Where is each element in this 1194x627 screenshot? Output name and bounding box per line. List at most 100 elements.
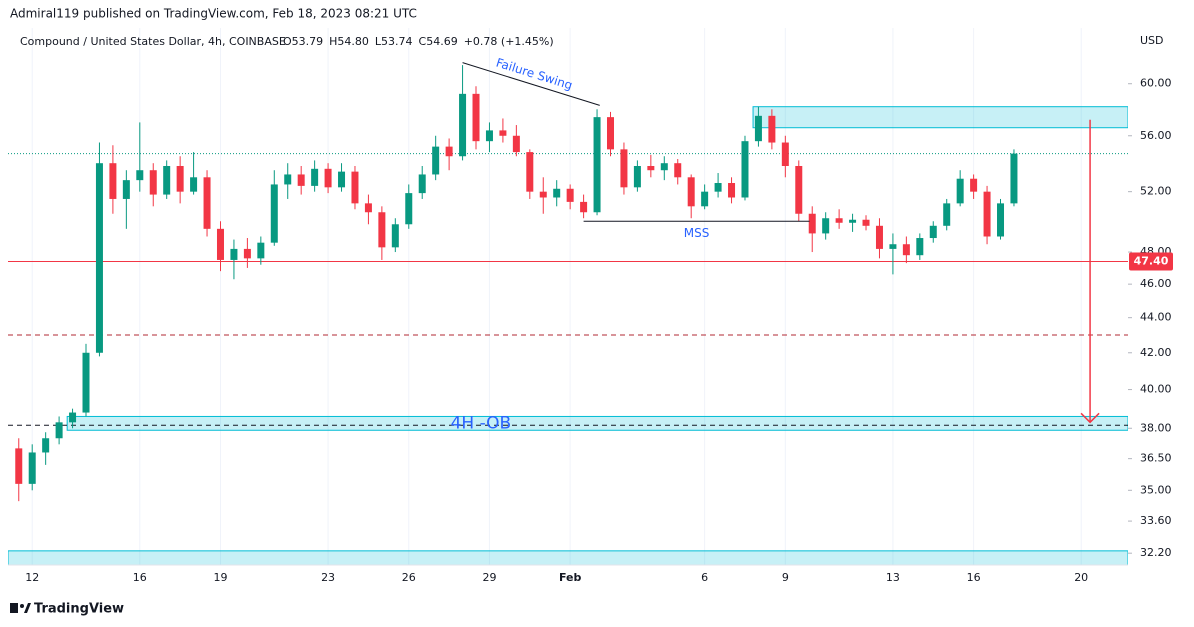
candle-body xyxy=(42,438,50,453)
candle-body xyxy=(674,163,682,178)
x-tick-label: 6 xyxy=(701,571,708,584)
candle-body xyxy=(997,203,1005,237)
candle-body xyxy=(849,219,857,223)
price-label: 47.40 xyxy=(1134,255,1169,268)
candle-body xyxy=(418,174,426,194)
arrow-head xyxy=(1080,412,1100,424)
candle-body xyxy=(28,452,36,484)
candle-body xyxy=(566,188,574,202)
x-tick-label: 16 xyxy=(967,571,981,584)
x-tick-label: 9 xyxy=(782,571,789,584)
candle-body xyxy=(647,165,655,171)
candle-body xyxy=(55,422,63,439)
ohlc-value: +0.78 (+1.45%) xyxy=(464,35,554,48)
plot-area xyxy=(8,28,1128,565)
candle-body xyxy=(149,170,157,195)
candle-body xyxy=(862,219,870,226)
candle-body xyxy=(902,244,910,256)
y-tick-label: 52.00 xyxy=(1140,185,1172,198)
ohlc-value: O53.79 xyxy=(283,35,323,48)
y-tick-label: 33.60 xyxy=(1140,514,1172,527)
logo xyxy=(10,603,31,613)
x-tick-label: 13 xyxy=(886,571,900,584)
candle-body xyxy=(741,141,749,198)
zone-label: 4H -OB xyxy=(451,413,512,433)
zone xyxy=(66,415,1128,431)
candle-body xyxy=(714,183,722,192)
y-tick-label: 36.50 xyxy=(1140,452,1172,465)
candle-body xyxy=(660,163,668,171)
candle-body xyxy=(808,213,816,234)
candle-body xyxy=(324,168,332,188)
candle-body xyxy=(606,117,614,150)
zone xyxy=(752,106,1128,129)
candle-body xyxy=(701,191,709,207)
candle-body xyxy=(956,178,964,204)
price-label-box xyxy=(1129,252,1173,271)
candle-body xyxy=(163,165,171,195)
candle-body xyxy=(391,224,399,248)
candle-body xyxy=(445,146,453,157)
candle-body xyxy=(983,191,991,237)
y-tick-label: 38.00 xyxy=(1140,421,1172,434)
candle-body xyxy=(432,146,440,175)
y-tick-label: 40.00 xyxy=(1140,383,1172,396)
candle-body xyxy=(203,177,211,229)
header: Admiral119 published on TradingView.com,… xyxy=(10,7,417,21)
candle-body xyxy=(822,218,830,234)
y-axis-label: USD xyxy=(1140,34,1164,47)
candle-body xyxy=(216,228,224,260)
candle-body xyxy=(539,191,547,198)
candle-body xyxy=(795,165,803,214)
candle-body xyxy=(889,244,897,249)
x-tick-label: 29 xyxy=(482,571,496,584)
candle-body xyxy=(243,248,251,259)
candle-body xyxy=(122,180,130,199)
y-tick-label: 44.00 xyxy=(1140,311,1172,324)
candle-body xyxy=(405,193,413,225)
candle-body xyxy=(916,238,924,256)
candle-body xyxy=(593,117,601,213)
y-tick-label: 42.00 xyxy=(1140,346,1172,359)
trend-label: MSS xyxy=(684,226,710,240)
candle-body xyxy=(297,174,305,186)
footer-brand: TradingView xyxy=(34,602,124,617)
candle-body xyxy=(190,177,198,192)
candle-body xyxy=(875,225,883,249)
candle-body xyxy=(580,201,588,213)
candle-body xyxy=(835,218,843,223)
candle-body xyxy=(768,115,776,143)
candle-body xyxy=(95,163,103,353)
y-tick-label: 60.00 xyxy=(1140,77,1172,90)
candle-body xyxy=(499,130,507,136)
candle-body xyxy=(15,448,23,484)
candle-body xyxy=(485,130,493,142)
x-tick-label: 20 xyxy=(1074,571,1088,584)
candle-body xyxy=(338,171,346,188)
candle-body xyxy=(176,165,184,192)
x-tick-label: 12 xyxy=(25,571,39,584)
candle-body xyxy=(69,412,77,423)
candle-body xyxy=(472,93,480,142)
candle-body xyxy=(270,184,278,243)
y-tick-label: 35.00 xyxy=(1140,483,1172,496)
candle-body xyxy=(257,242,265,259)
zone xyxy=(8,550,1128,565)
candle-body xyxy=(1010,153,1018,204)
x-tick-label: 16 xyxy=(133,571,147,584)
ohlc-value: C54.69 xyxy=(419,35,458,48)
ohlc-value: L53.74 xyxy=(375,35,413,48)
candle-body xyxy=(687,177,695,207)
candle-body xyxy=(929,225,937,239)
x-tick-label: 23 xyxy=(321,571,335,584)
candle-body xyxy=(526,152,534,192)
chart-title: Compound / United States Dollar, 4h, COI… xyxy=(20,35,286,48)
candle-body xyxy=(943,203,951,226)
candle-body xyxy=(512,135,520,153)
candle-body xyxy=(459,93,467,157)
candle-body xyxy=(781,142,789,166)
candle-body xyxy=(633,165,641,188)
candle-body xyxy=(553,188,561,198)
